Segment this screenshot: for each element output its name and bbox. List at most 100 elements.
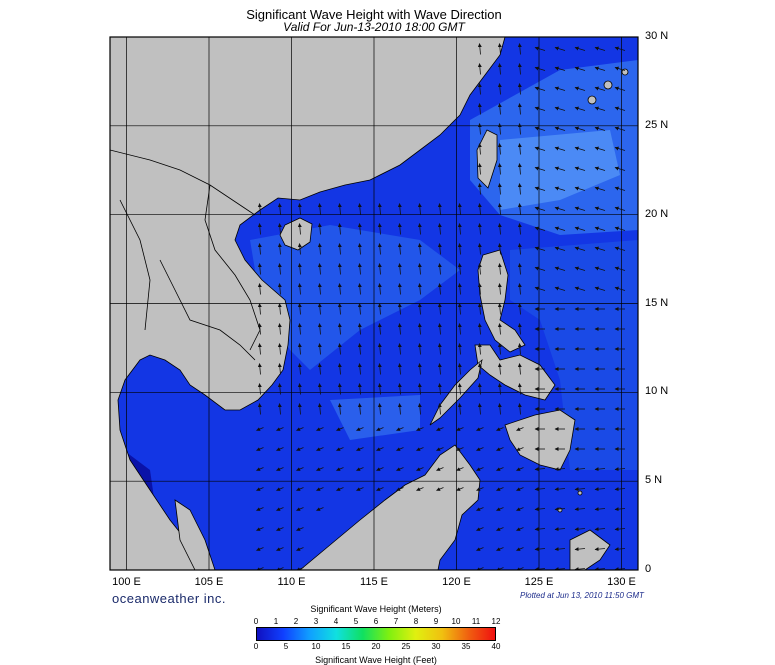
wave-arrow <box>296 467 304 471</box>
wave-arrow <box>377 203 382 215</box>
wave-arrow <box>534 206 546 211</box>
wave-arrow <box>554 166 566 171</box>
longitude-label: 120 E <box>442 576 471 588</box>
chart-subtitle: Valid For Jun-13-2010 18:00 GMT <box>283 20 465 34</box>
wave-arrow <box>397 383 402 395</box>
wave-arrow <box>476 427 484 431</box>
wave-arrow <box>437 383 442 395</box>
wave-arrow <box>517 223 522 235</box>
map-frame <box>109 36 639 571</box>
wave-arrow <box>357 303 362 315</box>
wave-arrow <box>416 427 424 431</box>
colorbar <box>256 627 496 641</box>
wave-arrow <box>296 527 304 531</box>
wave-arrow <box>497 43 502 55</box>
wave-arrow <box>457 263 462 275</box>
wave-arrow <box>594 46 606 51</box>
wave-arrow <box>337 323 342 335</box>
wave-arrow <box>574 46 586 51</box>
wave-arrow <box>437 343 442 355</box>
wave-arrow <box>496 487 504 491</box>
wave-arrow <box>397 323 402 335</box>
border-myanmar-thailand <box>119 199 151 331</box>
wave-arrow <box>437 203 442 215</box>
longitude-label: 110 E <box>277 576 306 588</box>
wave-arrow <box>496 507 504 511</box>
wave-arrow <box>396 467 404 471</box>
wave-arrow <box>316 447 324 451</box>
wave-arrow <box>457 203 462 215</box>
wave-arrow <box>297 383 302 395</box>
wave-arrow <box>517 343 522 355</box>
wave-arrow <box>477 223 482 235</box>
wave-arrow <box>437 243 442 255</box>
wave-arrow <box>477 363 482 375</box>
border-thailand-cambodia <box>159 259 256 361</box>
wave-zone-central <box>250 225 460 370</box>
wave-arrow <box>497 123 502 135</box>
wave-arrow <box>497 243 502 255</box>
wave-arrow <box>396 487 404 491</box>
land-island <box>577 490 583 496</box>
wave-arrow <box>337 303 342 315</box>
wave-arrow <box>476 447 484 451</box>
wave-arrow <box>534 467 546 472</box>
wave-arrow <box>574 226 586 231</box>
wave-arrow <box>457 283 462 295</box>
wave-arrow <box>337 283 342 295</box>
wave-arrow <box>554 527 566 532</box>
wave-arrow <box>497 63 502 75</box>
wave-arrow <box>256 527 264 531</box>
wave-arrow <box>417 343 422 355</box>
wave-arrow <box>497 143 502 155</box>
wave-arrow <box>594 146 606 151</box>
wave-arrow <box>317 343 322 355</box>
wave-arrow <box>497 343 502 355</box>
wave-arrow <box>256 567 264 570</box>
wave-arrow <box>436 427 444 431</box>
wave-arrow <box>516 467 524 471</box>
wave-arrow <box>336 447 344 451</box>
wave-arrow <box>517 183 522 195</box>
wave-arrow <box>497 203 502 215</box>
colorbar-tick-meters: 1 <box>273 617 279 626</box>
colorbar-tick-meters: 5 <box>353 617 359 626</box>
wave-arrow <box>296 547 304 551</box>
wave-arrow <box>477 383 482 395</box>
wave-arrow <box>614 126 626 131</box>
wave-arrow <box>534 266 546 271</box>
wave-arrow <box>477 303 482 315</box>
wave-arrow <box>516 507 524 511</box>
wave-arrow <box>477 183 482 195</box>
wave-arrow <box>497 163 502 175</box>
wave-arrow <box>297 363 302 375</box>
wave-arrow <box>297 243 302 255</box>
wave-arrow <box>497 263 502 275</box>
colorbar-title-meters: Significant Wave Height (Meters) <box>310 604 442 614</box>
wave-arrow <box>476 487 484 491</box>
land-island <box>587 95 597 105</box>
wave-arrow <box>517 123 522 135</box>
wave-arrow <box>377 303 382 315</box>
wave-arrow <box>517 323 522 335</box>
wave-arrow <box>574 487 586 492</box>
wave-arrow <box>397 403 402 415</box>
wave-arrow <box>476 467 484 471</box>
wave-arrow <box>317 363 322 375</box>
wave-arrow <box>614 46 626 51</box>
wave-arrow <box>594 527 606 532</box>
wave-arrow <box>316 467 324 471</box>
longitude-label: 105 E <box>194 576 224 588</box>
wave-arrow <box>457 403 462 415</box>
land-malay-peninsula <box>174 499 216 570</box>
colorbar-tick-meters: 11 <box>471 617 481 626</box>
wave-arrow <box>357 343 362 355</box>
wave-arrow <box>317 283 322 295</box>
wave-arrow <box>296 487 304 491</box>
wave-arrow <box>594 206 606 211</box>
wave-arrow <box>497 83 502 95</box>
longitude-label: 125 E <box>524 576 554 588</box>
wave-arrow <box>437 283 442 295</box>
wave-arrow <box>614 106 626 111</box>
land-mindanao <box>504 409 576 471</box>
